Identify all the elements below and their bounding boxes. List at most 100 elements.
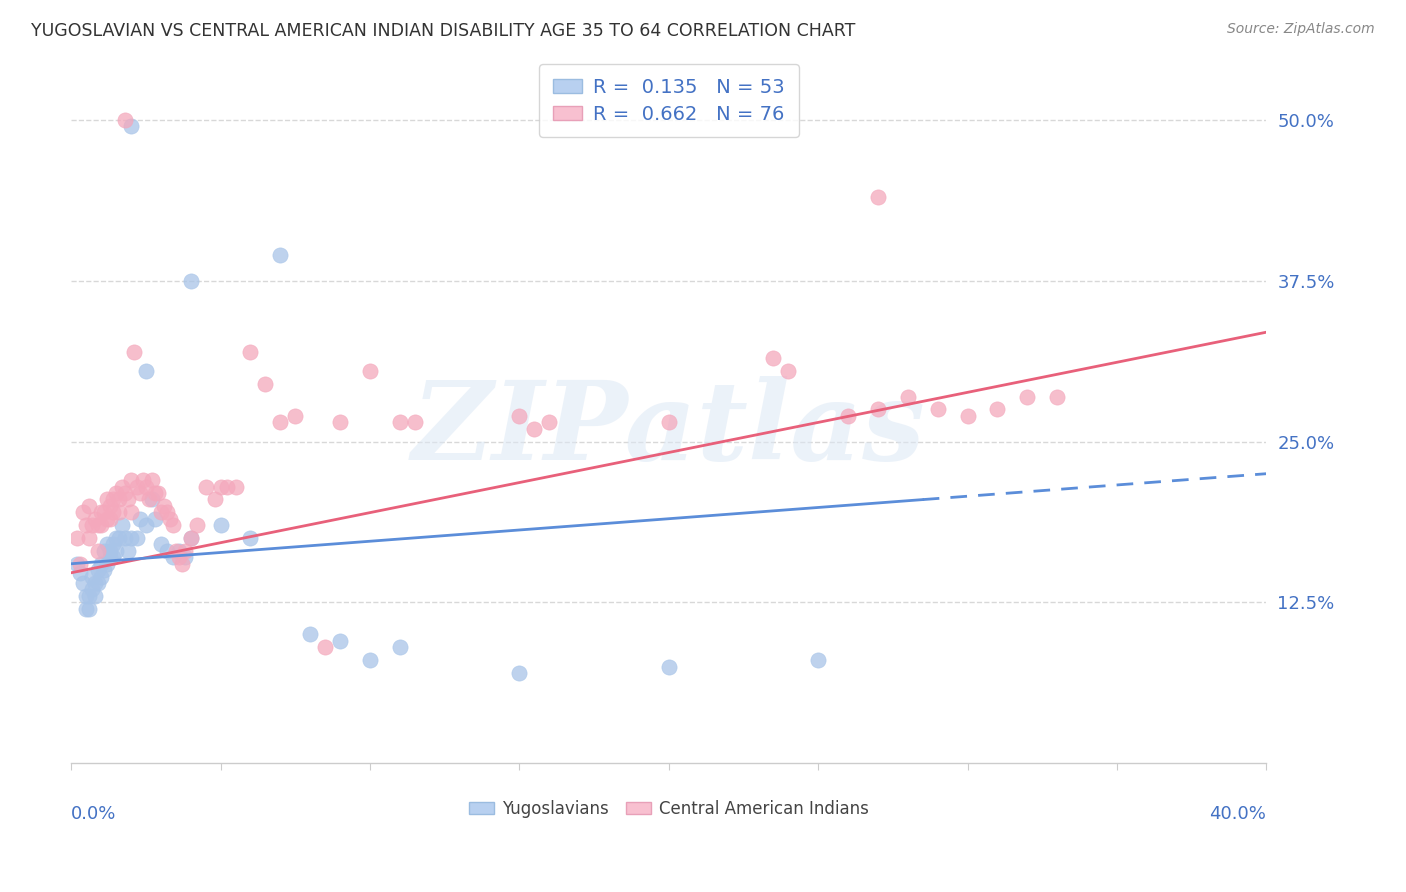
Point xyxy=(108,531,131,545)
Point xyxy=(75,589,97,603)
Point xyxy=(269,415,291,429)
Point xyxy=(93,505,115,519)
Point xyxy=(120,505,142,519)
Point xyxy=(132,473,155,487)
Point xyxy=(299,627,322,641)
Point xyxy=(72,505,94,519)
Point xyxy=(538,415,561,429)
Point xyxy=(149,537,172,551)
Point xyxy=(87,576,110,591)
Point xyxy=(66,531,89,545)
Point xyxy=(284,409,307,423)
Point xyxy=(209,479,232,493)
Point xyxy=(239,531,262,545)
Text: YUGOSLAVIAN VS CENTRAL AMERICAN INDIAN DISABILITY AGE 35 TO 64 CORRELATION CHART: YUGOSLAVIAN VS CENTRAL AMERICAN INDIAN D… xyxy=(31,22,855,40)
Point xyxy=(986,402,1008,417)
Point xyxy=(120,531,142,545)
Point xyxy=(93,544,115,558)
Point xyxy=(658,415,681,429)
Point xyxy=(96,537,118,551)
Point xyxy=(69,566,91,580)
Point xyxy=(90,518,112,533)
Point xyxy=(204,492,226,507)
Point xyxy=(162,550,184,565)
Point xyxy=(77,499,100,513)
Point xyxy=(837,409,859,423)
Point xyxy=(180,531,202,545)
Point xyxy=(1046,390,1069,404)
Point xyxy=(125,479,148,493)
Point xyxy=(87,518,110,533)
Point xyxy=(359,364,381,378)
Text: 0.0%: 0.0% xyxy=(72,805,117,822)
Point xyxy=(120,120,142,134)
Point xyxy=(96,557,118,571)
Point xyxy=(108,505,131,519)
Point xyxy=(149,505,172,519)
Point xyxy=(167,544,190,558)
Point xyxy=(98,550,121,565)
Point xyxy=(96,512,118,526)
Point xyxy=(117,544,139,558)
Point xyxy=(143,486,166,500)
Point xyxy=(153,499,176,513)
Point xyxy=(98,512,121,526)
Point xyxy=(98,499,121,513)
Point xyxy=(156,544,179,558)
Point xyxy=(129,512,152,526)
Point xyxy=(215,479,238,493)
Text: 40.0%: 40.0% xyxy=(1209,805,1267,822)
Point xyxy=(135,364,157,378)
Point xyxy=(897,390,920,404)
Point xyxy=(508,409,530,423)
Point xyxy=(105,486,128,500)
Point xyxy=(93,563,115,577)
Point xyxy=(173,544,195,558)
Point xyxy=(75,601,97,615)
Point xyxy=(77,589,100,603)
Point xyxy=(762,351,785,365)
Point xyxy=(66,557,89,571)
Point xyxy=(404,415,426,429)
Legend: Yugoslavians, Central American Indians: Yugoslavians, Central American Indians xyxy=(463,793,876,824)
Point xyxy=(120,473,142,487)
Point xyxy=(114,531,136,545)
Point xyxy=(254,376,277,391)
Point xyxy=(359,653,381,667)
Point xyxy=(90,505,112,519)
Point xyxy=(138,492,160,507)
Point xyxy=(105,531,128,545)
Point xyxy=(141,473,163,487)
Point xyxy=(82,582,104,597)
Point xyxy=(84,512,107,526)
Point xyxy=(269,248,291,262)
Point xyxy=(866,190,889,204)
Point xyxy=(225,479,247,493)
Point xyxy=(162,518,184,533)
Point xyxy=(75,518,97,533)
Point xyxy=(111,479,134,493)
Point xyxy=(87,563,110,577)
Point xyxy=(84,589,107,603)
Point xyxy=(927,402,949,417)
Point xyxy=(523,422,546,436)
Point xyxy=(173,550,195,565)
Point xyxy=(388,640,411,655)
Point xyxy=(77,601,100,615)
Point xyxy=(170,557,193,571)
Point xyxy=(866,402,889,417)
Point xyxy=(108,492,131,507)
Point xyxy=(82,569,104,583)
Point xyxy=(159,512,181,526)
Point xyxy=(329,415,352,429)
Text: Source: ZipAtlas.com: Source: ZipAtlas.com xyxy=(1227,22,1375,37)
Point xyxy=(180,274,202,288)
Point xyxy=(90,569,112,583)
Point xyxy=(194,479,217,493)
Point xyxy=(508,666,530,681)
Point xyxy=(101,550,124,565)
Point xyxy=(807,653,830,667)
Point xyxy=(101,492,124,507)
Point xyxy=(98,544,121,558)
Point xyxy=(956,409,979,423)
